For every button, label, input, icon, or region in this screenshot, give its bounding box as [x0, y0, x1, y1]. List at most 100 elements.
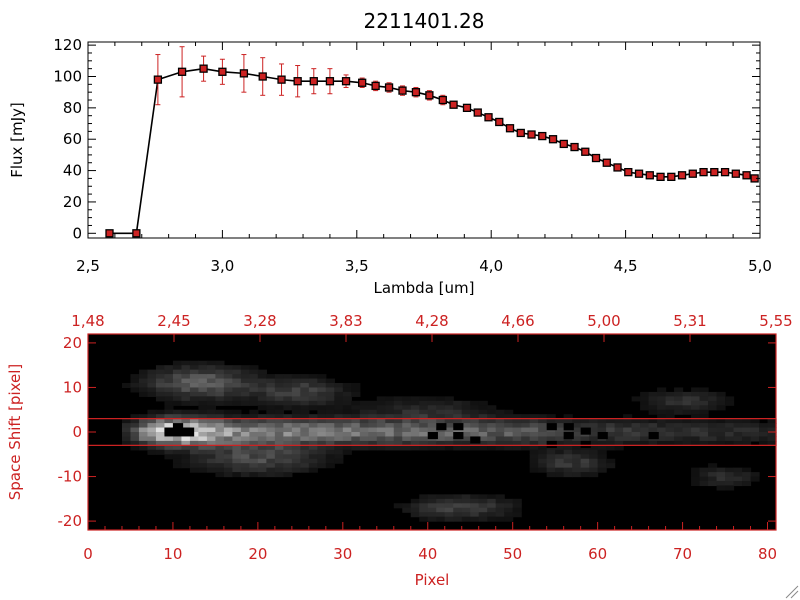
- heatmap-y-tick-label: -10: [58, 468, 83, 486]
- heatmap-y-axis: -20 -10 0 10 20: [58, 334, 776, 530]
- data-point: [358, 78, 367, 87]
- data-point: [398, 86, 407, 95]
- x-tick-label: 3,0: [210, 257, 234, 275]
- spectrum-x-axis-label: Lambda [um]: [374, 279, 475, 297]
- data-point: [591, 153, 601, 163]
- data-point: [438, 95, 447, 105]
- data-point: [177, 67, 187, 76]
- heatmap-y-tick-label: 10: [63, 378, 82, 396]
- y-tick-label: 120: [53, 36, 82, 54]
- heatmap-top-tick-label: 5,31: [673, 312, 706, 330]
- heatmap-x-tick-label: 0: [83, 545, 93, 563]
- heatmap-x-tick-label: 70: [673, 545, 692, 563]
- data-point: [384, 83, 394, 92]
- data-point: [495, 117, 504, 127]
- spatial-heatmap-panel: 0 10 20 30 40 50 60 70 80 1,48 2,45 3,28 3,83 4,28 4,…: [6, 312, 793, 589]
- y-tick-label: 20: [63, 193, 82, 211]
- data-point: [218, 67, 227, 76]
- data-point: [624, 167, 633, 177]
- heatmap-x-tick-label: 30: [333, 545, 352, 563]
- data-point: [473, 108, 482, 117]
- data-point: [411, 88, 421, 97]
- y-tick-label: 100: [53, 67, 82, 85]
- heatmap-x-tick-label: 60: [588, 545, 607, 563]
- heatmap-x-axis-label: Pixel: [415, 571, 450, 589]
- heatmap-top-tick-label: 1,48: [71, 312, 104, 330]
- data-point: [309, 77, 318, 86]
- data-point: [570, 142, 579, 152]
- data-point: [559, 139, 568, 149]
- data-point: [710, 167, 719, 177]
- y-tick-label: 0: [72, 224, 82, 242]
- heatmap-top-tick-label: 4,28: [415, 312, 448, 330]
- resize-grip-icon[interactable]: [785, 585, 799, 599]
- heatmap-top-tick-label: 3,83: [329, 312, 362, 330]
- data-point: [645, 171, 654, 180]
- data-point: [341, 77, 351, 86]
- heatmap-x-tick-label: 50: [503, 545, 522, 563]
- chart-title: 2211401.28: [364, 9, 485, 33]
- data-point: [484, 113, 493, 122]
- heatmap-top-tick-label: 4,66: [501, 312, 534, 330]
- extraction-lines: [88, 418, 776, 446]
- heatmap-x-axis: 0 10 20 30 40 50 60 70 80: [83, 522, 777, 563]
- data-point: [258, 72, 267, 81]
- data-point: [527, 130, 536, 139]
- x-tick-label: 5,0: [748, 257, 772, 275]
- data-point: [277, 75, 286, 84]
- y-tick-label: 40: [63, 162, 82, 180]
- spectrum-plot-frame: [87, 41, 761, 239]
- data-point: [667, 172, 676, 181]
- data-point: [742, 171, 751, 180]
- heatmap-y-tick-label: 0: [72, 423, 82, 441]
- data-point: [720, 167, 730, 177]
- data-point: [449, 100, 458, 109]
- spectrum-y-axis: 0 20 40 60 80 100 120: [53, 36, 760, 242]
- data-point: [199, 64, 208, 73]
- x-tick-label: 4,0: [479, 257, 503, 275]
- data-point: [293, 77, 302, 86]
- data-point: [731, 169, 740, 178]
- heatmap-x-tick-label: 10: [163, 545, 182, 563]
- spectrum-panel: 2211401.28 2,5 3,0 3,5 4,0 4,5 5,0 0 20 40 60 80 1…: [8, 9, 772, 297]
- x-tick-label: 2,5: [76, 257, 100, 275]
- heatmap-x-tick-label: 40: [418, 545, 437, 563]
- heatmap-y-tick-label: 20: [63, 334, 82, 352]
- data-point: [239, 69, 249, 78]
- data-point: [538, 131, 547, 141]
- spectrum-x-axis: 2,5 3,0 3,5 4,0 4,5 5,0: [76, 42, 772, 275]
- data-point: [325, 77, 335, 86]
- x-tick-label: 4,5: [614, 257, 638, 275]
- data-point: [634, 169, 644, 178]
- data-point: [425, 91, 434, 100]
- data-point: [656, 172, 665, 181]
- data-point: [105, 229, 114, 238]
- heatmap-top-axis: 1,48 2,45 3,28 3,83 4,28 4,66 5,00 5,31 5,55: [71, 312, 793, 342]
- data-point: [677, 171, 687, 180]
- heatmap-top-tick-label: 5,00: [587, 312, 620, 330]
- y-tick-label: 60: [63, 130, 82, 148]
- data-point: [462, 103, 472, 113]
- heatmap-image: [88, 334, 777, 530]
- data-point: [613, 163, 622, 172]
- data-point: [153, 75, 163, 84]
- data-point: [132, 229, 141, 238]
- heatmap-y-tick-label: -20: [58, 512, 83, 530]
- data-point: [581, 147, 590, 156]
- heatmap-top-tick-label: 3,28: [243, 312, 276, 330]
- heatmap-x-tick-label: 20: [248, 545, 267, 563]
- x-tick-label: 3,5: [345, 257, 369, 275]
- data-point: [505, 124, 515, 133]
- heatmap-top-tick-label: 5,55: [759, 312, 792, 330]
- data-point: [516, 128, 525, 138]
- heatmap-y-axis-label: Space Shift [pixel]: [6, 364, 24, 501]
- heatmap-x-tick-label: 80: [758, 545, 777, 563]
- y-tick-label: 80: [63, 99, 82, 117]
- data-point: [371, 81, 380, 91]
- data-point: [699, 167, 708, 177]
- heatmap-top-tick-label: 2,45: [157, 312, 190, 330]
- data-point: [688, 169, 697, 178]
- spectrum-y-axis-label: Flux [mJy]: [8, 102, 26, 178]
- data-point: [548, 135, 558, 144]
